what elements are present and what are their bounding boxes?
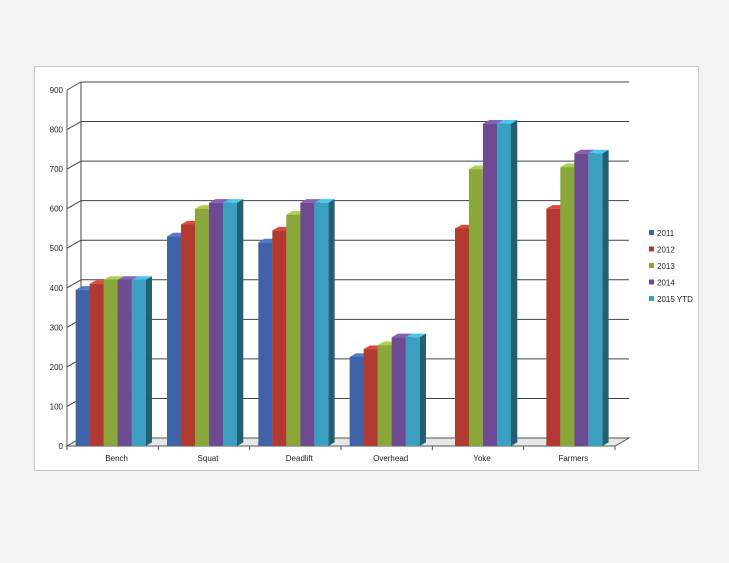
- legend-swatch: [649, 279, 654, 285]
- bar: [117, 279, 132, 446]
- gridline-depth: [66, 239, 82, 249]
- y-tick-label: 600: [50, 205, 64, 214]
- bar: [286, 214, 301, 446]
- y-tick-label: 800: [50, 126, 64, 135]
- bar: [483, 123, 497, 446]
- legend-entry: 2012: [657, 246, 675, 255]
- bar-top: [483, 120, 504, 124]
- bar-side: [602, 149, 609, 446]
- bar-top: [117, 276, 138, 280]
- axis-layer: 0 100 200 300 400 500 600 700 800 900 Bench Squat De…: [50, 86, 616, 463]
- bar: [131, 279, 146, 446]
- bar: [363, 349, 378, 446]
- bar: [377, 345, 392, 446]
- bar-side: [237, 199, 244, 446]
- legend-entry: 2014: [657, 279, 675, 288]
- bar-top: [131, 276, 152, 280]
- bar: [209, 202, 223, 446]
- bar: [223, 202, 237, 446]
- bar: [258, 242, 273, 446]
- x-tick-label: Bench: [105, 454, 128, 463]
- bar-top: [391, 333, 412, 338]
- gridline-depth: [66, 200, 82, 210]
- bar-top: [300, 199, 321, 203]
- bar-chart: 0 100 200 300 400 500 600 700 800 900 Bench Squat De…: [50, 81, 693, 463]
- bar: [391, 337, 406, 446]
- bar-side: [511, 120, 518, 446]
- bar: [89, 283, 104, 446]
- legend-swatch: [649, 263, 654, 268]
- bar: [181, 224, 195, 446]
- bar: [75, 289, 90, 446]
- bar: [300, 202, 315, 446]
- bar: [272, 230, 287, 446]
- y-tick-label: 500: [50, 244, 64, 253]
- bar-top: [497, 120, 518, 124]
- bar-top: [209, 199, 230, 203]
- gridline-depth: [66, 81, 82, 91]
- legend-entry: 2013: [657, 262, 675, 271]
- bar-side: [419, 333, 426, 446]
- bar: [455, 228, 469, 446]
- y-tick-label: 400: [50, 284, 64, 293]
- y-tick-label: 100: [50, 402, 64, 411]
- gridline-depth: [66, 160, 82, 170]
- y-tick-label: 300: [50, 323, 64, 332]
- bar: [560, 167, 575, 446]
- bar: [497, 123, 511, 446]
- gridline-depth: [66, 121, 82, 130]
- bar: [469, 169, 483, 446]
- x-tick-label: Overhead: [373, 454, 408, 463]
- legend-entry: 2015 YTD: [657, 295, 693, 304]
- bar: [574, 153, 589, 446]
- y-tick-label: 900: [50, 86, 64, 95]
- x-tick-label: Deadlift: [286, 454, 314, 463]
- bar-top: [405, 333, 426, 338]
- bar: [314, 202, 329, 446]
- y-tick-label: 200: [50, 363, 64, 372]
- bar: [405, 337, 420, 446]
- x-tick-label: Farmers: [558, 454, 588, 463]
- y-tick-label: 0: [59, 442, 64, 451]
- bar-top: [223, 199, 244, 203]
- bar-top: [574, 149, 595, 154]
- bar-top: [314, 199, 335, 203]
- bar-top: [588, 149, 609, 154]
- x-tick-label: Squat: [198, 454, 220, 463]
- bar: [349, 357, 364, 446]
- bar-side: [328, 199, 335, 446]
- chart-frame: 0 100 200 300 400 500 600 700 800 900 Bench Squat De…: [34, 66, 699, 471]
- legend-swatch: [649, 246, 654, 252]
- bar: [167, 236, 181, 446]
- bars-layer: [75, 120, 609, 446]
- bar: [546, 208, 561, 446]
- bar-top: [103, 276, 124, 280]
- x-tick-label: Yoke: [473, 454, 491, 463]
- bar: [195, 208, 209, 446]
- y-tick-label: 700: [50, 165, 64, 174]
- legend: 2011 2012 2013 2014 2015 YTD: [649, 229, 693, 304]
- gridline-depth: [66, 279, 82, 289]
- bar: [588, 153, 603, 446]
- legend-swatch: [649, 230, 654, 235]
- legend-entry: 2011: [657, 229, 675, 238]
- bar-side: [145, 276, 152, 446]
- bar: [103, 279, 118, 446]
- legend-swatch: [649, 296, 654, 301]
